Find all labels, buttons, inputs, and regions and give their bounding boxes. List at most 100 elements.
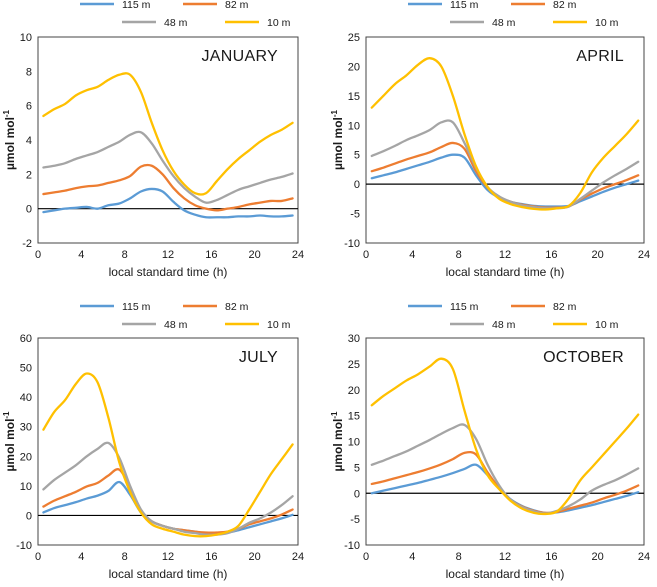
y-tick-label: 40	[20, 392, 32, 404]
y-axis-label-exponent: -1	[330, 411, 339, 419]
x-tick-label: 16	[205, 249, 217, 261]
plot-frame	[365, 337, 645, 546]
y-axis-label-exponent: -1	[330, 109, 339, 117]
x-axis-label: local standard time (h)	[446, 567, 565, 581]
x-tick-label: 24	[638, 551, 650, 563]
legend-label: 115 m	[450, 301, 479, 313]
legend: 115 m 82 m 48 m 10 m	[80, 301, 291, 331]
x-tick-label: 24	[292, 249, 304, 261]
y-tick-label: 5	[354, 150, 360, 162]
x-axis-label: local standard time (h)	[109, 567, 228, 581]
series-line-10m	[370, 57, 640, 211]
y-tick-label: 2	[26, 169, 32, 181]
x-tick-label: 8	[122, 249, 128, 261]
y-tick-label: 5	[354, 462, 360, 474]
x-tick-label: 0	[363, 249, 369, 261]
y-tick-label: 30	[348, 333, 360, 345]
x-tick-label: 0	[35, 249, 41, 261]
legend-label: 82 m	[225, 0, 249, 11]
legend: 115 m 82 m 48 m 10 m	[408, 0, 619, 29]
y-tick-label: 4	[26, 135, 32, 147]
x-tick-label: 20	[249, 249, 261, 261]
series-line-115m	[370, 463, 640, 515]
panel-title: APRIL	[576, 48, 624, 65]
x-tick-label: 12	[162, 249, 174, 261]
series-line-115m	[42, 187, 294, 219]
y-tick-label: 15	[348, 411, 360, 423]
x-tick-label: 20	[249, 551, 261, 563]
series-line-10m	[370, 357, 640, 516]
legend-label: 115 m	[122, 0, 151, 11]
x-tick-label: 12	[499, 551, 511, 563]
x-tick-label: 20	[592, 249, 604, 261]
x-tick-label: 4	[78, 249, 84, 261]
plot-frame	[37, 337, 299, 546]
x-tick-label: 12	[162, 551, 174, 563]
series-line-82m	[370, 141, 640, 209]
y-axis-label: µmol mol-1	[2, 109, 17, 170]
y-tick-label: 25	[348, 359, 360, 371]
y-tick-label: 20	[348, 61, 360, 73]
y-tick-label: 6	[26, 101, 32, 113]
legend-label: 48 m	[492, 17, 516, 29]
y-tick-label: 10	[348, 437, 360, 449]
y-tick-label: 10	[348, 120, 360, 132]
series-line-48m	[42, 130, 294, 204]
x-tick-label: 16	[545, 249, 557, 261]
panel-title: JANUARY	[202, 48, 279, 65]
y-tick-label: 50	[20, 363, 32, 375]
panel-april: 115 m 82 m 48 m 10 m -10 -5 0 5 10 15 20 25 0 4 8 12 16 2…	[330, 0, 650, 279]
y-tick-label: -5	[350, 209, 360, 221]
y-tick-label: 15	[348, 91, 360, 103]
y-tick-label: 30	[20, 422, 32, 434]
y-tick-label: 20	[20, 451, 32, 463]
y-tick-label: 0	[26, 204, 32, 216]
x-tick-label: 4	[409, 249, 415, 261]
legend-label: 82 m	[553, 0, 577, 11]
y-tick-label: -10	[16, 540, 32, 552]
y-tick-label: 0	[354, 179, 360, 191]
y-tick-label: 8	[26, 66, 32, 78]
y-tick-label: -2	[22, 238, 32, 250]
x-tick-label: 4	[78, 551, 84, 563]
y-axis-label-exponent: -1	[2, 411, 11, 419]
legend-label: 10 m	[595, 319, 619, 331]
y-tick-label: 0	[26, 510, 32, 522]
x-tick-label: 0	[35, 551, 41, 563]
legend: 115 m 82 m 48 m 10 m	[80, 0, 291, 29]
series-line-48m	[370, 119, 640, 210]
y-tick-label: 0	[354, 488, 360, 500]
y-axis-label: µmol mol-1	[330, 109, 345, 170]
y-tick-label: -5	[350, 514, 360, 526]
legend: 115 m 82 m 48 m 10 m	[408, 301, 619, 331]
legend-label: 115 m	[450, 0, 479, 11]
legend-label: 48 m	[492, 319, 516, 331]
legend-label: 82 m	[553, 301, 577, 313]
y-tick-label: -10	[344, 238, 360, 250]
legend-label: 82 m	[225, 301, 249, 313]
x-tick-label: 8	[456, 551, 462, 563]
x-tick-label: 24	[638, 249, 650, 261]
x-tick-label: 16	[545, 551, 557, 563]
plot-frame	[365, 36, 645, 244]
series-line-10m	[42, 72, 294, 196]
x-tick-label: 12	[499, 249, 511, 261]
x-tick-label: 4	[409, 551, 415, 563]
x-tick-label: 16	[205, 551, 217, 563]
y-axis-label: µmol mol-1	[2, 411, 17, 472]
y-tick-label: 25	[348, 32, 360, 44]
x-tick-label: 8	[456, 249, 462, 261]
y-axis-label-exponent: -1	[2, 109, 11, 117]
series-line-10m	[42, 372, 294, 538]
series-line-82m	[42, 163, 294, 212]
legend-label: 10 m	[267, 319, 291, 331]
y-tick-label: -10	[344, 540, 360, 552]
legend-label: 48 m	[164, 319, 188, 331]
y-tick-label: 20	[348, 385, 360, 397]
x-axis-label: local standard time (h)	[109, 265, 228, 279]
panel-title: JULY	[239, 349, 278, 366]
series-line-48m	[370, 423, 640, 515]
y-tick-label: 10	[20, 481, 32, 493]
